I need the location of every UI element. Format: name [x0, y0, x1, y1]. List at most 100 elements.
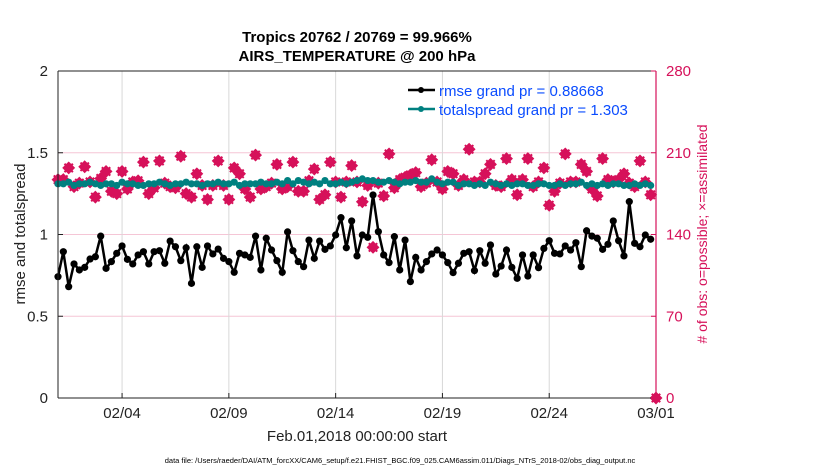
rmse-point	[390, 233, 398, 241]
rmse-point	[502, 246, 511, 254]
rmse-point	[412, 253, 420, 261]
totalspread-point	[230, 178, 238, 186]
rmse-point	[70, 260, 78, 268]
rmse-point	[107, 258, 115, 266]
rmse-point	[97, 232, 105, 240]
totalspread-point	[326, 180, 334, 188]
totalspread-point	[428, 175, 436, 183]
totalspread-point	[134, 181, 142, 190]
rmse-point	[599, 245, 607, 253]
rmse-point	[300, 263, 308, 271]
grid	[58, 71, 656, 398]
y-tick-label: 1.5	[27, 145, 48, 162]
totalspread-point	[449, 178, 457, 186]
obs-assimilated-marker	[222, 193, 236, 206]
rmse-point	[171, 243, 180, 251]
totalspread-point	[203, 180, 212, 188]
obs-assimilated-marker	[633, 154, 647, 168]
obs-assimilated-marker	[580, 164, 594, 178]
totalspread-point	[620, 181, 628, 190]
obs-assimilated-marker	[99, 164, 113, 178]
obs-assimilated-marker	[270, 157, 284, 171]
y-tick-label: 0.5	[27, 308, 48, 325]
obs-assimilated-marker	[243, 190, 257, 204]
totalspread-point	[647, 181, 655, 190]
totalspread-point	[401, 178, 409, 186]
obs-assimilated-marker	[542, 198, 556, 212]
rmse-point	[273, 257, 281, 265]
rmse-point	[401, 236, 409, 244]
x-tick-label: 02/04	[103, 405, 141, 422]
obs-assimilated-marker	[120, 182, 134, 196]
chart-title: Tropics 20762 / 20769 = 99.966%	[242, 29, 472, 46]
rmse-point	[561, 242, 569, 250]
totalspread-point	[422, 178, 431, 186]
legend-totalspread-label: totalspread grand pr = 1.303	[439, 102, 628, 119]
rmse-point	[246, 253, 254, 261]
rmse-point	[540, 244, 548, 252]
obs-assimilated-marker	[425, 153, 439, 167]
rmse-point	[337, 214, 345, 222]
rmse-point	[166, 237, 174, 245]
rmse-point	[481, 259, 489, 267]
obs-assimilated-marker	[286, 155, 300, 169]
obs-assimilated-marker	[345, 159, 359, 173]
rmse-point	[326, 242, 334, 250]
obs-assimilated-marker	[211, 154, 225, 168]
y-axis-right-label: # of obs: o=possible; ×=assimilated	[694, 124, 710, 343]
x-axis-label: Feb.01,2018 00:00:00 start	[267, 428, 448, 445]
rmse-point	[193, 243, 201, 251]
rmse-point	[518, 251, 527, 259]
rmse-point	[305, 236, 313, 244]
rmse-point	[524, 272, 532, 280]
rmse-point	[641, 231, 649, 239]
rmse-point	[134, 251, 142, 259]
obs-assimilated-marker	[115, 164, 129, 178]
obs-assimilated-marker	[574, 157, 588, 171]
rmse-point	[422, 258, 431, 266]
rmse-point	[321, 245, 329, 253]
x-tick-label: 02/24	[530, 405, 568, 422]
rmse-point	[81, 263, 89, 271]
rmse-point	[91, 253, 99, 261]
rmse-point	[289, 247, 297, 255]
rmse-point	[534, 264, 543, 272]
rmse-point	[433, 246, 441, 254]
rmse-point	[609, 217, 617, 225]
rmse-point	[129, 260, 137, 268]
totalspread-point	[566, 180, 575, 188]
y-tick-label: 0	[40, 390, 48, 407]
rmse-point	[65, 283, 73, 291]
obs-assimilated-marker	[62, 161, 76, 175]
totalspread-point	[65, 178, 73, 186]
obs-assimilated-marker	[478, 167, 492, 181]
rmse-point	[278, 268, 286, 276]
obs-assimilated-marker	[537, 161, 551, 175]
rmse-point	[139, 248, 148, 256]
rmse-point	[529, 251, 537, 259]
rmse-point	[123, 255, 132, 263]
rmse-point	[364, 233, 372, 241]
obs-assimilated-marker	[174, 149, 188, 163]
rmse-point	[406, 277, 414, 286]
obs-assimilated-marker	[152, 154, 166, 168]
obs-assimilated-marker	[510, 188, 524, 202]
rmse-point	[470, 267, 479, 275]
totalspread-point	[219, 180, 228, 188]
chart-subtitle: AIRS_TEMPERATURE @ 200 hPa	[239, 48, 477, 65]
rmse-point	[582, 227, 591, 235]
rmse-point	[620, 252, 628, 260]
totalspread-point	[283, 176, 292, 185]
obs-assimilated-marker	[307, 162, 321, 176]
totalspread-point	[524, 181, 532, 190]
rmse-line	[56, 194, 652, 287]
rmse-point	[219, 254, 228, 262]
rmse-point	[604, 240, 612, 248]
obs-assimilated-marker	[318, 188, 332, 202]
obs-assimilated-marker	[334, 190, 348, 204]
rmse-point	[251, 232, 260, 240]
totalspread-point	[262, 180, 270, 188]
obs-assimilated-marker	[136, 155, 150, 169]
obs-assimilated-marker	[249, 148, 263, 162]
axes: 02/04 02/09 02/14 02/19 02/24 03/0100.511.520…	[27, 63, 691, 422]
